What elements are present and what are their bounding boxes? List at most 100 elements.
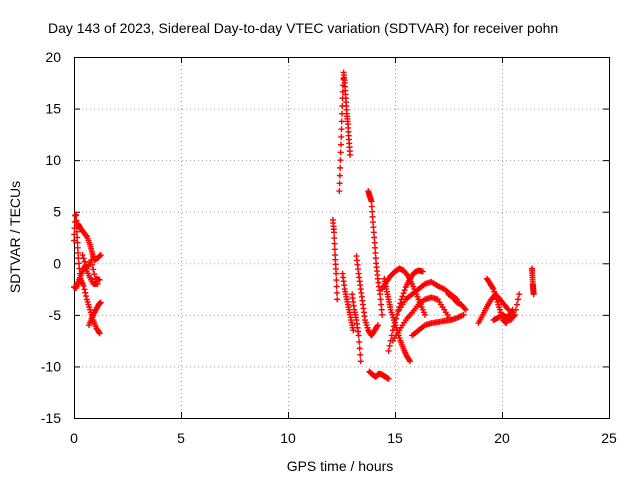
data-point: [336, 172, 343, 179]
data-point: [357, 358, 364, 365]
data-point: [462, 306, 469, 313]
series-arc-d4: [528, 265, 537, 298]
data-point: [390, 323, 397, 330]
series-arc-c6: [445, 291, 469, 313]
data-point: [374, 323, 381, 330]
data-point: [489, 284, 496, 291]
data-point: [393, 315, 400, 322]
data-point: [370, 229, 377, 236]
data-point: [90, 266, 97, 273]
data-point: [508, 307, 515, 314]
data-point: [73, 211, 80, 218]
y-tick-label: 15: [45, 101, 61, 117]
data-point: [97, 252, 104, 259]
data-point: [461, 305, 468, 312]
series-arc-b3: [339, 270, 357, 334]
data-point: [369, 219, 376, 226]
data-point: [96, 252, 103, 259]
data-point: [386, 342, 393, 349]
data-point: [334, 296, 341, 303]
data-point: [333, 270, 340, 277]
series-arc-a4: [77, 275, 103, 337]
data-point: [71, 237, 77, 244]
data-point: [73, 228, 80, 235]
x-tick-label: 10: [280, 430, 296, 446]
data-point: [83, 293, 90, 300]
data-point: [372, 255, 379, 262]
data-point: [83, 232, 90, 239]
data-point: [97, 299, 104, 306]
y-axis-label: SDTVAR / TECUs: [7, 181, 23, 293]
data-point: [372, 244, 379, 251]
x-axis-label: GPS time / hours: [287, 458, 394, 474]
data-point: [460, 311, 467, 318]
data-point: [74, 244, 81, 251]
data-point: [336, 180, 343, 187]
data-point: [333, 289, 340, 296]
data-point: [89, 261, 96, 268]
data-point: [510, 313, 517, 320]
data-point: [347, 151, 354, 158]
y-tick-label: 10: [45, 152, 61, 168]
data-point: [385, 375, 392, 382]
data-point: [378, 306, 385, 313]
data-point: [385, 347, 392, 354]
chart-title: Day 143 of 2023, Sidereal Day-to-day VTE…: [48, 20, 558, 36]
tick-layer: 0 5 10 15 20 25 -15 -10 -5 0 5 10 15 20: [41, 49, 617, 446]
data-point: [378, 301, 385, 308]
data-point: [338, 133, 345, 140]
data-point: [504, 305, 511, 312]
data-point: [355, 332, 362, 339]
y-tick-label: 0: [53, 255, 61, 271]
data-point: [336, 188, 343, 195]
data-point: [96, 276, 103, 283]
data-point: [515, 296, 522, 303]
series-arc-b4: [349, 291, 364, 365]
x-tick-label: 0: [70, 430, 78, 446]
data-points: [71, 69, 537, 382]
data-point: [395, 307, 402, 314]
data-point: [530, 291, 537, 298]
data-point: [512, 306, 519, 313]
data-point: [356, 338, 363, 345]
series-arc-b2: [329, 216, 341, 303]
data-point: [75, 249, 82, 256]
series-arc-a6: [85, 299, 104, 329]
data-point: [511, 311, 518, 318]
data-point: [88, 257, 95, 264]
x-tick-label: 20: [494, 430, 510, 446]
y-tick-label: 20: [45, 49, 61, 65]
data-point: [75, 260, 82, 267]
series-arc-c5: [409, 311, 467, 339]
series-arc-c4: [396, 278, 461, 313]
x-tick-label: 5: [177, 430, 185, 446]
data-point: [95, 329, 102, 336]
data-point: [357, 351, 364, 358]
data-point: [369, 213, 376, 220]
data-point: [337, 164, 344, 171]
data-point: [333, 283, 340, 290]
data-point: [74, 239, 81, 246]
data-point: [370, 224, 377, 231]
data-point: [356, 345, 363, 352]
data-point: [91, 271, 98, 278]
series-spike-b5: [365, 188, 386, 318]
data-point: [338, 126, 345, 133]
data-point: [331, 235, 338, 242]
data-point: [82, 289, 89, 296]
data-point: [96, 330, 103, 337]
data-point: [374, 322, 381, 329]
data-point: [400, 290, 407, 297]
grid-layer: [74, 57, 609, 418]
data-point: [333, 277, 340, 284]
data-point: [81, 286, 88, 293]
data-point: [337, 157, 344, 164]
series-arc-a5: [79, 252, 103, 283]
data-point: [379, 311, 386, 318]
data-point: [403, 271, 410, 278]
data-point: [372, 249, 379, 256]
data-point: [81, 258, 88, 265]
data-point: [392, 319, 398, 326]
data-point: [419, 268, 426, 275]
